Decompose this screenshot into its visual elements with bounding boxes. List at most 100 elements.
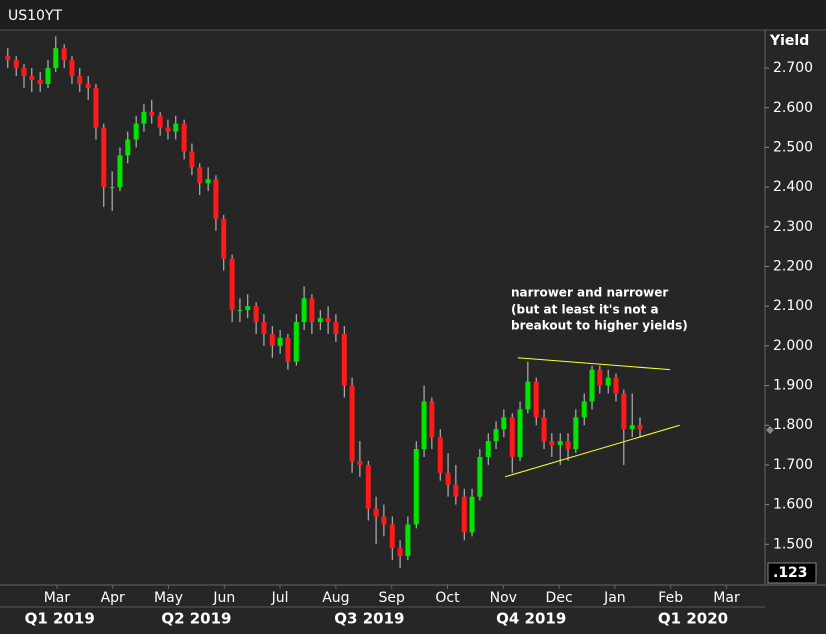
candle-body [413, 449, 419, 525]
candle-body [429, 401, 435, 438]
y-tick-label: 1.500 [773, 536, 813, 552]
candle-body [253, 306, 259, 323]
candle-body [493, 429, 499, 442]
candle-body [469, 496, 475, 533]
candle-body [573, 417, 579, 450]
candle-body [213, 179, 219, 219]
candle-body [533, 381, 539, 418]
candle-body [269, 333, 275, 346]
candle-body [597, 369, 603, 386]
x-tick-label: Jun [212, 590, 235, 606]
y-tick-label: 1.600 [773, 497, 813, 513]
candle-body [605, 377, 611, 386]
candle-body [421, 401, 427, 450]
candle-body [341, 333, 347, 386]
candle-body [109, 187, 115, 189]
candle-body [157, 115, 163, 128]
candle-body [501, 417, 507, 430]
candle-body [349, 385, 355, 461]
candle-body [309, 298, 315, 323]
y-tick-label: 2.500 [773, 139, 813, 155]
y-tick-label: 2.200 [773, 259, 813, 275]
candle-body [381, 516, 387, 525]
x-tick-label: Oct [435, 590, 460, 606]
candle-body [557, 441, 563, 446]
x-tick-label: Sep [379, 590, 406, 606]
candle-body [189, 151, 195, 168]
candle-body [37, 80, 43, 84]
candle-body [445, 472, 451, 485]
candle-body [93, 87, 99, 128]
trendline [517, 357, 671, 371]
candle-body [389, 524, 395, 549]
candle-body [301, 298, 307, 323]
candle-body [181, 123, 187, 152]
candle-body [357, 460, 363, 465]
candle-body [541, 417, 547, 442]
candle-body [485, 441, 491, 457]
y-tick-label: 1.700 [773, 457, 813, 473]
y-tick-label: 2.700 [773, 60, 813, 76]
candle-body [325, 318, 331, 323]
candle-body [237, 310, 243, 312]
quarter-label: Q4 2019 [496, 610, 566, 628]
candle-body [173, 123, 179, 132]
candle-body [29, 76, 35, 80]
candle-body [461, 496, 467, 533]
candle-body [5, 56, 11, 61]
annotation: (but at least it's not a [511, 303, 659, 317]
candle-body [637, 425, 643, 430]
annotation: narrower and narrower [511, 286, 668, 300]
candle-body [317, 318, 323, 323]
candle-body [245, 306, 251, 311]
candle-body [405, 524, 411, 557]
x-tick-label: Dec [546, 590, 573, 606]
candle-body [229, 258, 235, 311]
candle-body [197, 167, 203, 184]
x-tick-label: Jul [271, 590, 289, 606]
x-tick-label: Nov [490, 590, 517, 606]
candle-body [13, 60, 19, 69]
candle-body [613, 377, 619, 394]
quarter-label: Q1 2019 [25, 610, 95, 628]
x-tick-label: Aug [322, 590, 349, 606]
candle-body [477, 456, 483, 497]
candle-body [549, 441, 555, 446]
candle-body [77, 76, 83, 84]
candle-body [221, 218, 227, 259]
x-tick-label: Apr [101, 590, 125, 606]
candle-body [565, 441, 571, 450]
corner-tag: .123 [773, 565, 808, 581]
candle-body [397, 548, 403, 557]
candle-body [141, 111, 147, 124]
candle-body [205, 179, 211, 184]
candle-body [621, 393, 627, 430]
candle-body [365, 464, 371, 509]
y-tick-label: 2.400 [773, 179, 813, 195]
x-tick-label: Mar [713, 590, 740, 606]
annotation: breakout to higher yields) [511, 319, 688, 333]
candle-body [165, 127, 171, 132]
candle-body [437, 437, 443, 473]
candle-body [293, 322, 299, 362]
candle-body [629, 425, 635, 430]
candle-body [373, 508, 379, 517]
candle-body [581, 401, 587, 418]
candle-body [525, 381, 531, 410]
y-axis-label: Yield [769, 33, 809, 49]
candle-body [509, 417, 515, 457]
y-tick-label: 1.800 [773, 417, 813, 433]
candle-body [85, 83, 91, 88]
y-tick-label: 1.900 [773, 378, 813, 394]
x-tick-label: May [154, 590, 183, 606]
quarter-label: Q2 2019 [161, 610, 231, 628]
candle-body [45, 68, 51, 84]
x-tick-label: Mar [44, 590, 71, 606]
last-price-marker [766, 426, 774, 434]
candle-body [453, 484, 459, 497]
y-tick-label: 2.600 [773, 100, 813, 116]
chart-title: US10YT [8, 8, 63, 24]
candle-body [261, 322, 267, 334]
